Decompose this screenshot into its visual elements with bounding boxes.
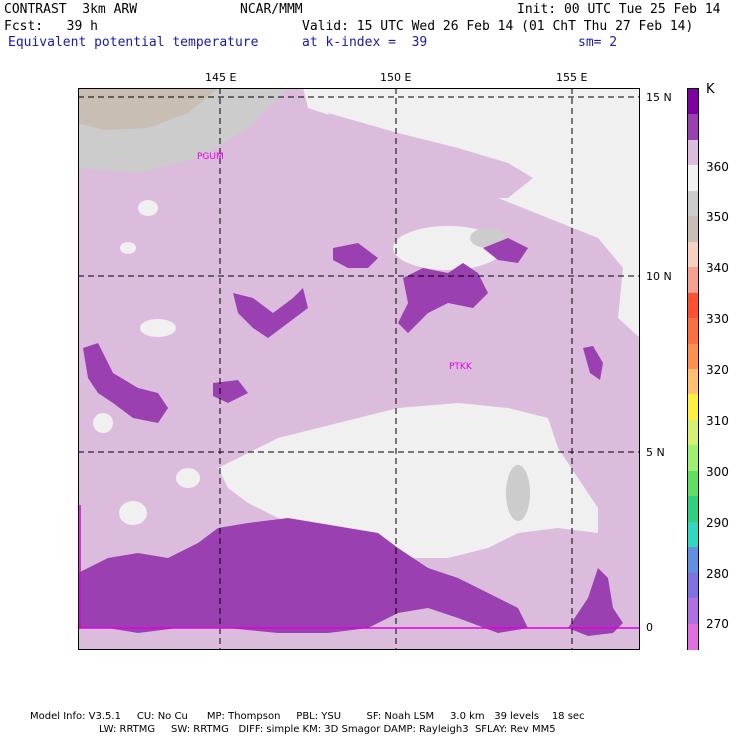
colorbar-label-310: 310 [706, 414, 729, 428]
colorbar-label-280: 280 [706, 567, 729, 581]
colorbar-segment [688, 369, 698, 395]
lon-label-155: 155 E [556, 71, 588, 84]
station-label-ptkk: PTKK [449, 362, 472, 372]
purple-blob-right-small [583, 346, 603, 380]
level-info: at k-index = 39 [302, 35, 428, 50]
init-time: Init: 00 UTC Tue 25 Feb 14 [517, 2, 721, 17]
inner-domain-boundary [79, 505, 640, 629]
colorbar-segment [688, 496, 698, 523]
purple-blob-left [83, 343, 168, 423]
colorbar-segment [688, 394, 698, 421]
white-cell-2 [120, 242, 136, 254]
lat-label-15n: 15 N [646, 91, 672, 104]
purple-blob-center-right [398, 263, 488, 333]
white-cell-4 [93, 413, 113, 433]
colorbar-segment [688, 165, 698, 192]
lon-label-150: 150 E [380, 71, 412, 84]
colorbar-label-340: 340 [706, 261, 729, 275]
field-name: Equivalent potential temperature [8, 35, 259, 50]
colorbar-segment [688, 521, 698, 548]
colorbar-segment [688, 89, 698, 115]
station-label-pgum: PGUM [197, 152, 224, 162]
center-title: NCAR/MMM [240, 2, 303, 17]
lat-label-0: 0 [646, 621, 653, 634]
theta-e-map [78, 88, 640, 650]
lat-label-5n: 5 N [646, 446, 665, 459]
colorbar-label-270: 270 [706, 617, 729, 631]
colorbar-segment [688, 139, 698, 166]
central-white-band [218, 403, 598, 558]
upper-light-lilac-region [328, 113, 533, 198]
purple-blob-mid-left [233, 288, 308, 338]
colorbar-label-350: 350 [706, 210, 729, 224]
colorbar-segment [688, 598, 698, 625]
valid-time: Valid: 15 UTC Wed 26 Feb 14 (01 ChT Thu … [302, 19, 694, 34]
lat-label-10n: 10 N [646, 270, 672, 283]
colorbar-label-320: 320 [706, 363, 729, 377]
purple-blob-right-top [483, 238, 528, 263]
white-cell-5 [119, 501, 147, 525]
purple-blob-mid-small [213, 380, 248, 403]
grey-patch-center [506, 465, 530, 521]
colorbar-label-330: 330 [706, 312, 729, 326]
white-cell-6 [176, 468, 200, 488]
southern-purple-region [78, 518, 528, 633]
colorbar-segment [688, 190, 698, 217]
model-info-line2: LW: RRTMG SW: RRTMG DIFF: simple KM: 3D … [99, 724, 556, 735]
model-info-line1: Model Info: V3.5.1 CU: No Cu MP: Thompso… [30, 711, 585, 722]
colorbar-segment [688, 623, 698, 650]
upper-left-tan-region [78, 88, 218, 130]
colorbar-unit: K [706, 82, 715, 97]
colorbar-segment [688, 241, 698, 268]
colorbar-segment [688, 318, 698, 345]
colorbar-segment [688, 445, 698, 472]
southern-purple-east [568, 568, 623, 636]
colorbar-segment [688, 216, 698, 243]
colorbar-segment [688, 470, 698, 497]
white-cell-3 [140, 319, 176, 337]
purple-blob-center-top [333, 243, 378, 268]
map-frame [78, 88, 640, 650]
forecast-hour: Fcst: 39 h [4, 19, 98, 34]
lat-lon-grid [78, 88, 640, 650]
colorbar-segment [688, 267, 698, 294]
smoothing-info: sm= 2 [578, 35, 618, 50]
colorbar [687, 88, 699, 650]
colorbar-segment [688, 114, 698, 141]
colorbar-label-300: 300 [706, 465, 729, 479]
colorbar-segment [688, 292, 698, 319]
colorbar-label-360: 360 [706, 160, 729, 174]
colorbar-segment [688, 572, 698, 599]
upper-right-white-region [303, 88, 640, 338]
white-cell-1 [138, 200, 158, 216]
lon-label-145: 145 E [205, 71, 237, 84]
colorbar-segment [688, 419, 698, 446]
colorbar-segment [688, 547, 698, 574]
colorbar-label-290: 290 [706, 516, 729, 530]
model-title: CONTRAST 3km ARW [4, 2, 138, 17]
colorbar-segment [688, 343, 698, 370]
